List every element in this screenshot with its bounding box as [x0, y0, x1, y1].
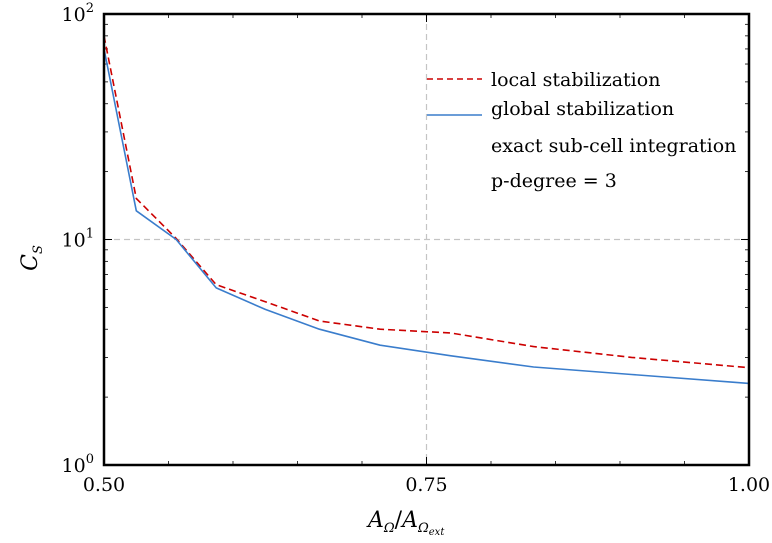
x-title-den-base: A — [400, 508, 418, 533]
series-layer — [103, 35, 750, 385]
y-title-base: C — [18, 254, 43, 271]
y-tick-label: 101 — [62, 227, 94, 252]
plot-frame — [102, 12, 751, 467]
legend-label-local: local stabilization — [491, 69, 660, 91]
legend: local stabilization global stabilization… — [427, 69, 736, 192]
y-tick-label: 102 — [62, 1, 94, 26]
svg-text:AΩ/AΩext: AΩ/AΩext — [366, 508, 445, 538]
series-line-global-stabilization — [103, 48, 750, 385]
x-axis-title: AΩ/AΩext — [366, 508, 445, 538]
y-axis-title: CS — [18, 245, 46, 271]
y-title-sub: S — [31, 245, 46, 254]
y-tick-label: 100 — [62, 452, 94, 477]
x-tick-label: 0.75 — [405, 474, 447, 496]
series-line-local-stabilization — [103, 35, 750, 369]
x-tick-labels: 0.50 0.75 1.00 — [83, 474, 770, 496]
y-tick-labels: 100 101 102 — [62, 1, 94, 477]
x-title-den-sub: Ω — [417, 521, 429, 536]
x-tick-label: 0.50 — [83, 474, 125, 496]
svg-text:CS: CS — [18, 245, 46, 271]
x-title-sub: Ω — [383, 521, 395, 536]
annotation-p-degree: p-degree = 3 — [491, 170, 617, 192]
grid — [104, 14, 749, 465]
x-tick-label: 1.00 — [728, 474, 770, 496]
x-title-den-subsub: ext — [429, 527, 446, 538]
legend-label-global: global stabilization — [491, 98, 674, 120]
x-title-base: A — [366, 508, 384, 533]
annotation-integration: exact sub-cell integration — [491, 135, 736, 157]
